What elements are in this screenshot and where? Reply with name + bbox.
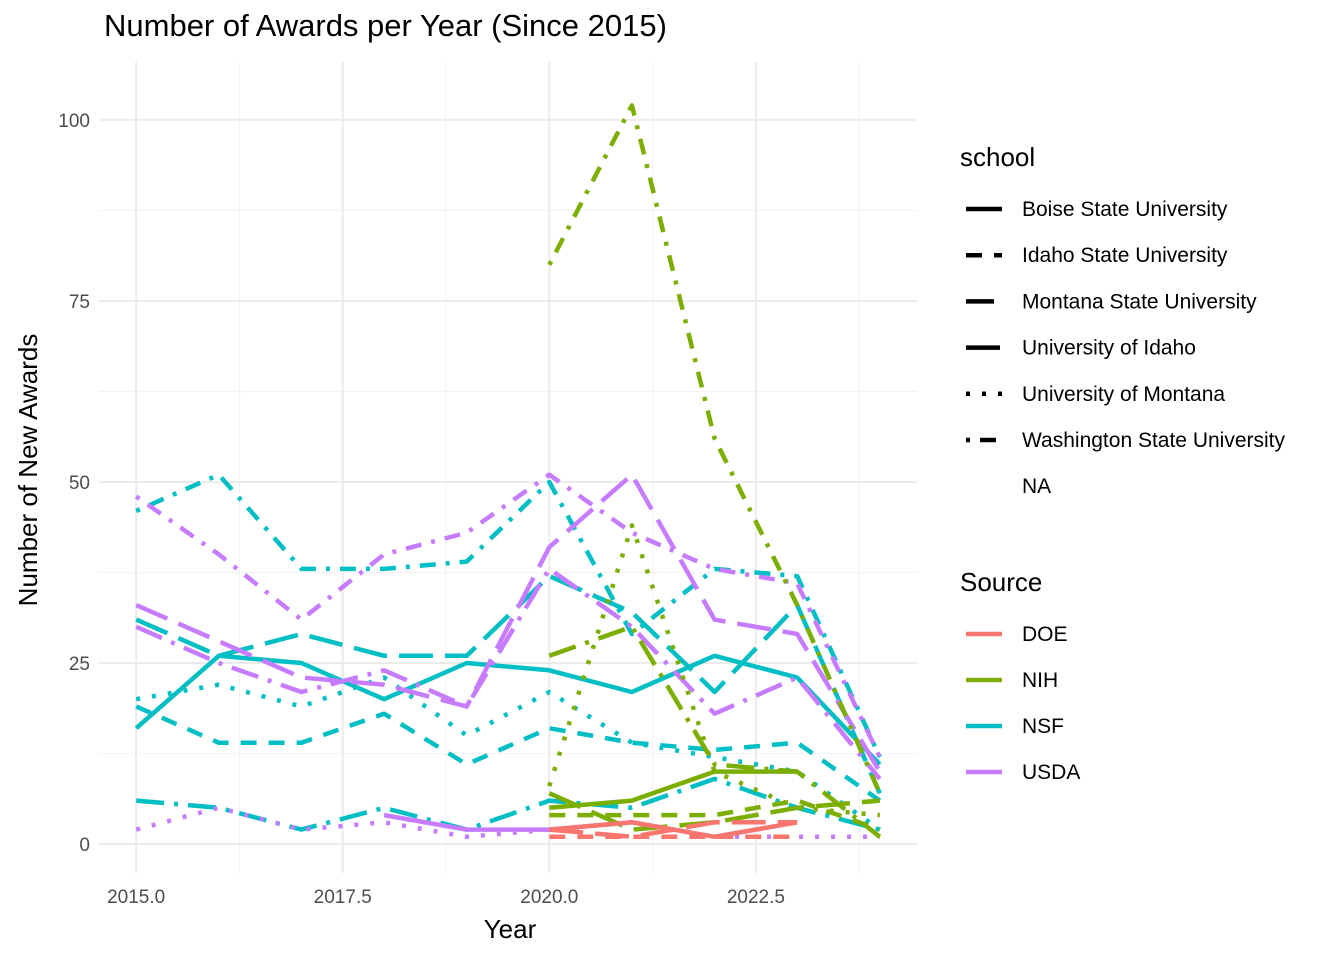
legend-school-label: Washington State University (1022, 429, 1286, 452)
legend-school-label: University of Idaho (1022, 337, 1196, 360)
legend-school-label: University of Montana (1022, 383, 1225, 406)
series-line-usda-university-of-idaho (135, 472, 882, 773)
legend-school-label: Boise State University (1022, 198, 1228, 221)
y-tick-label: 100 (58, 111, 90, 132)
legend-source-label: NSF (1022, 715, 1064, 738)
series-line-nih-boise-state-university (549, 769, 798, 811)
legend-source-label: DOE (1022, 623, 1068, 646)
y-axis-title: Number of New Awards (13, 334, 43, 607)
grid-lines (99, 62, 917, 873)
series-line-nih-university-of-idaho (548, 791, 880, 832)
series-line-nsf-university-of-montana (135, 675, 882, 832)
x-tick-label: 2017.5 (314, 887, 372, 908)
series-line-usda-university-of-montana (135, 805, 880, 840)
y-tick-label: 50 (69, 473, 90, 494)
y-tick-label: 0 (79, 835, 90, 856)
y-tick-label: 75 (69, 292, 90, 313)
legend-school: school Boise State University Idaho State… (960, 142, 1286, 498)
legend-school-label: Idaho State University (1022, 244, 1228, 267)
axis-labels: 2015.0 2017.5 2020.0 2022.5 0 25 50 75 100 (58, 111, 785, 908)
series-line-doe-university-of-idaho (549, 820, 798, 840)
series-line-usda-montana-state-university (135, 566, 882, 781)
x-tick-label: 2015.0 (107, 887, 165, 908)
legend-source-label: USDA (1022, 761, 1080, 784)
series-line-nih-montana-state-university (548, 624, 882, 839)
series-line-nih-washington-state-university (547, 103, 882, 795)
y-tick-label: 25 (69, 654, 90, 675)
legend-source-title: Source (960, 567, 1042, 597)
legend-source: Source DOE NIH NSF USDA (960, 567, 1080, 784)
legend-school-label: Montana State University (1022, 290, 1257, 313)
legend-source-label: NIH (1022, 669, 1058, 692)
x-tick-label: 2020.0 (520, 887, 578, 908)
series-line-nsf-washington-state-university (135, 472, 882, 759)
series-line-nsf-boise-state-university (134, 653, 882, 766)
series-line-nsf-university-of-idaho (135, 573, 882, 795)
series-line-nsf-idaho-state-university (135, 704, 882, 803)
x-tick-label: 2022.5 (727, 887, 785, 908)
series-lines (134, 103, 882, 840)
series-line-nsf-montana-state-university (136, 776, 881, 832)
x-axis-title: Year (484, 914, 537, 944)
legend-school-label: NA (1022, 475, 1051, 498)
legend-school-title: school (960, 142, 1035, 172)
chart-title: Number of Awards per Year (Since 2015) (104, 8, 667, 43)
